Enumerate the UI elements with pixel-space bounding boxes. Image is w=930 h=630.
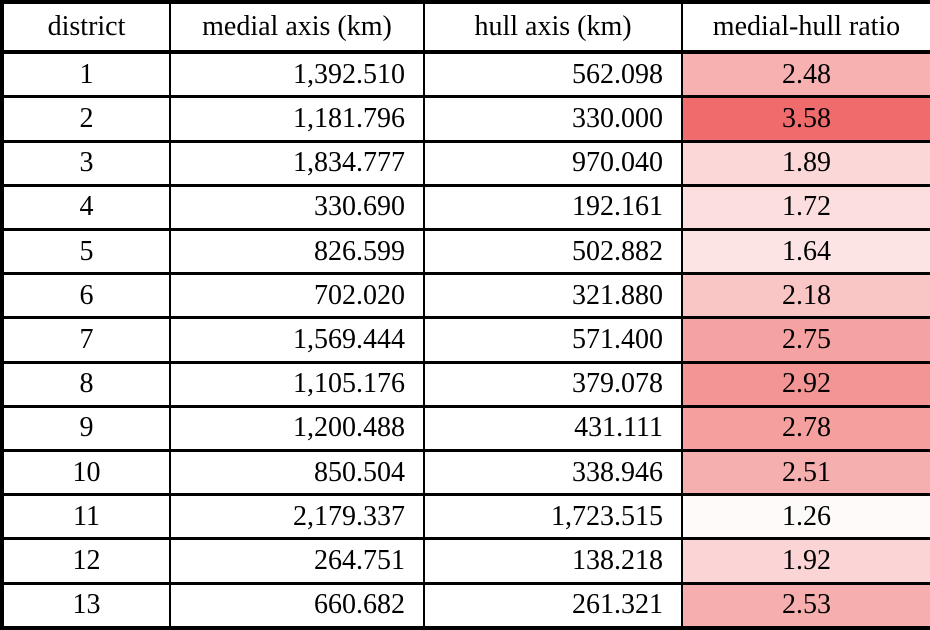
ratio-cell: 2.48 [681, 50, 930, 99]
district-cell: 13 [1, 581, 171, 630]
ratio-cell: 3.58 [681, 95, 930, 143]
hull-axis-cell: 321.880 [423, 272, 683, 320]
district-cell: 9 [1, 404, 171, 452]
table-row: 12 264.751 138.218 1.92 [1, 537, 930, 585]
table-row: 2 1,181.796 330.000 3.58 [1, 95, 930, 143]
hull-axis-cell: 138.218 [423, 537, 683, 585]
ratio-cell: 2.18 [681, 272, 930, 320]
ratio-cell: 1.89 [681, 139, 930, 187]
header-hull-axis: hull axis (km) [423, 0, 683, 54]
ratio-cell: 2.92 [681, 360, 930, 408]
medial-axis-cell: 660.682 [169, 581, 425, 630]
header-district: district [1, 0, 171, 54]
district-cell: 5 [1, 227, 171, 276]
medial-axis-cell: 702.020 [169, 272, 425, 320]
district-cell: 11 [1, 493, 171, 541]
ratio-cell: 2.75 [681, 316, 930, 364]
medial-axis-cell: 1,569.444 [169, 316, 425, 364]
medial-axis-cell: 2,179.337 [169, 493, 425, 541]
table-row: 4 330.690 192.161 1.72 [1, 183, 930, 231]
hull-axis-cell: 562.098 [423, 50, 683, 99]
medial-axis-cell: 1,392.510 [169, 50, 425, 99]
ratio-cell: 1.92 [681, 537, 930, 585]
hull-axis-cell: 338.946 [423, 448, 683, 497]
medial-axis-cell: 330.690 [169, 183, 425, 231]
hull-axis-cell: 379.078 [423, 360, 683, 408]
hull-axis-cell: 330.000 [423, 95, 683, 143]
table-row: 7 1,569.444 571.400 2.75 [1, 316, 930, 364]
table-body: 1 1,392.510 562.098 2.48 2 1,181.796 330.000 3.… [1, 50, 930, 630]
table-row: 5 826.599 502.882 1.64 [1, 227, 930, 276]
header-medial-hull-ratio: medial-hull ratio [681, 0, 930, 54]
hull-axis-cell: 192.161 [423, 183, 683, 231]
header-row: district medial axis (km) hull axis (km)… [1, 0, 930, 54]
medial-axis-cell: 850.504 [169, 448, 425, 497]
ratio-cell: 1.64 [681, 227, 930, 276]
hull-axis-cell: 502.882 [423, 227, 683, 276]
ratio-cell: 2.78 [681, 404, 930, 452]
hull-axis-cell: 261.321 [423, 581, 683, 630]
district-cell: 4 [1, 183, 171, 231]
table-row: 8 1,105.176 379.078 2.92 [1, 360, 930, 408]
medial-axis-cell: 264.751 [169, 537, 425, 585]
hull-axis-cell: 970.040 [423, 139, 683, 187]
district-cell: 1 [1, 50, 171, 99]
table-row: 1 1,392.510 562.098 2.48 [1, 50, 930, 99]
hull-axis-cell: 1,723.515 [423, 493, 683, 541]
table-row: 13 660.682 261.321 2.53 [1, 581, 930, 630]
ratio-cell: 2.53 [681, 581, 930, 630]
table-row: 11 2,179.337 1,723.515 1.26 [1, 493, 930, 541]
hull-axis-cell: 571.400 [423, 316, 683, 364]
medial-axis-cell: 1,181.796 [169, 95, 425, 143]
hull-axis-cell: 431.111 [423, 404, 683, 452]
district-cell: 12 [1, 537, 171, 585]
table-row: 6 702.020 321.880 2.18 [1, 272, 930, 320]
ratio-cell: 1.26 [681, 493, 930, 541]
district-cell: 3 [1, 139, 171, 187]
header-medial-axis: medial axis (km) [169, 0, 425, 54]
medial-axis-cell: 1,200.488 [169, 404, 425, 452]
district-cell: 2 [1, 95, 171, 143]
table-row: 10 850.504 338.946 2.51 [1, 448, 930, 497]
ratio-cell: 1.72 [681, 183, 930, 231]
table-row: 9 1,200.488 431.111 2.78 [1, 404, 930, 452]
district-cell: 7 [1, 316, 171, 364]
medial-axis-cell: 1,105.176 [169, 360, 425, 408]
table-row: 3 1,834.777 970.040 1.89 [1, 139, 930, 187]
district-cell: 6 [1, 272, 171, 320]
district-cell: 8 [1, 360, 171, 408]
medial-axis-cell: 1,834.777 [169, 139, 425, 187]
medial-axis-cell: 826.599 [169, 227, 425, 276]
district-cell: 10 [1, 448, 171, 497]
ratio-cell: 2.51 [681, 448, 930, 497]
